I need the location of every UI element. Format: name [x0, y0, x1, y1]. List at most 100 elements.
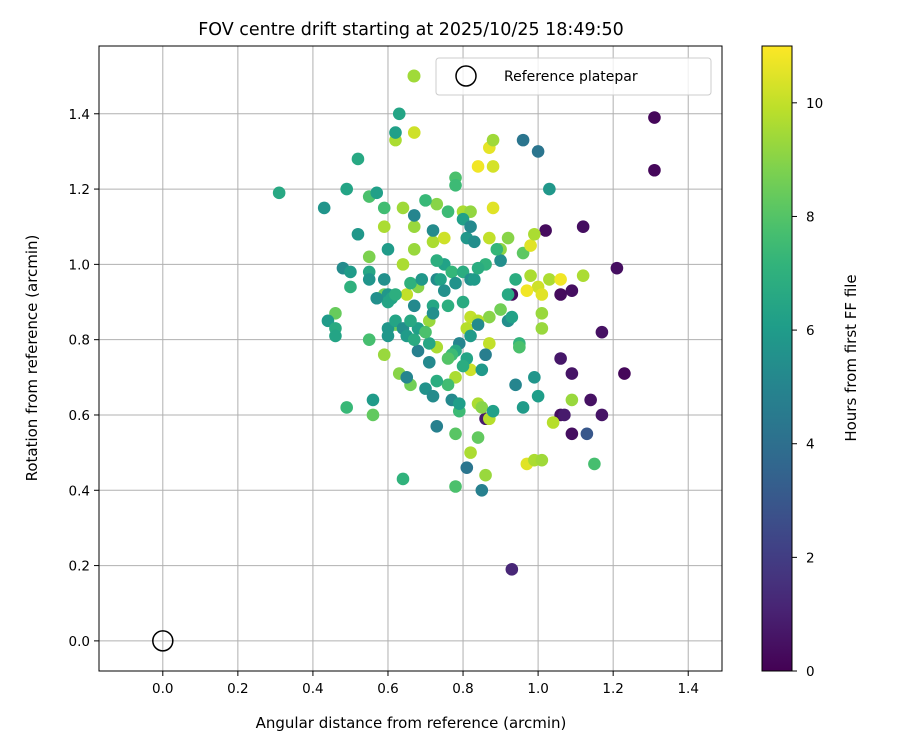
data-point	[329, 329, 342, 343]
y-axis-ticks: 0.0 0.2 0.4 0.6 0.8 1.0 1.2 1.4	[69, 107, 99, 650]
data-point	[445, 265, 459, 279]
y-tick-label: 0.2	[69, 559, 90, 575]
y-axis-label: Rotation from reference (arcmin)	[23, 235, 41, 482]
data-point	[377, 348, 391, 362]
data-point	[554, 352, 567, 365]
data-point	[531, 389, 545, 403]
data-point	[464, 220, 477, 234]
data-point	[475, 401, 489, 414]
x-axis-ticks: 0.0 0.2 0.4 0.6 0.8 1.0 1.2 1.4	[152, 671, 699, 697]
data-point	[366, 408, 380, 422]
colorbar: 0 2 4 6 8 10 Hours from first FF file	[761, 45, 860, 680]
data-point	[449, 480, 462, 493]
data-point	[535, 307, 549, 320]
chart-title: FOV centre drift starting at 2025/10/25 …	[198, 20, 624, 40]
data-point	[494, 303, 507, 316]
data-point	[576, 269, 590, 282]
y-tick-label: 1.0	[69, 257, 90, 273]
data-point	[396, 472, 410, 486]
data-point	[441, 378, 455, 392]
data-point	[595, 325, 609, 339]
data-point	[362, 250, 376, 264]
colorbar-tick-label: 10	[806, 96, 823, 112]
data-point	[344, 265, 357, 279]
data-point	[565, 393, 579, 407]
data-point	[580, 427, 594, 441]
data-point	[535, 322, 549, 335]
y-tick-label: 1.4	[69, 107, 90, 123]
y-tick-label: 0.4	[69, 483, 90, 499]
colorbar-label: Hours from first FF file	[842, 274, 860, 441]
data-point	[351, 227, 365, 241]
reference-marker	[152, 630, 174, 652]
data-point	[584, 393, 597, 407]
data-point	[535, 453, 549, 467]
data-point	[404, 314, 417, 328]
data-point	[456, 359, 470, 373]
x-tick-label: 1.2	[602, 681, 623, 697]
data-point	[471, 318, 485, 331]
data-point	[610, 261, 624, 275]
data-point	[539, 224, 552, 237]
data-point	[554, 273, 567, 286]
data-point	[494, 254, 507, 267]
data-point	[426, 224, 440, 237]
x-tick-label: 1.0	[527, 681, 548, 697]
data-point	[441, 299, 455, 313]
legend-filled-marker	[407, 69, 421, 83]
data-point	[340, 182, 353, 196]
data-point	[430, 374, 444, 388]
data-point	[400, 371, 414, 384]
data-point	[490, 243, 504, 256]
x-tick-label: 1.4	[677, 681, 698, 697]
data-point	[407, 126, 421, 139]
data-point	[426, 235, 440, 249]
data-points	[272, 107, 661, 576]
data-point	[464, 446, 477, 459]
data-point	[468, 273, 481, 286]
data-point	[362, 273, 376, 286]
legend-label-reference: Reference platepar	[504, 69, 638, 85]
data-point	[407, 209, 421, 222]
x-tick-label: 0.2	[227, 681, 248, 697]
data-point	[407, 299, 421, 313]
data-point	[377, 273, 391, 286]
data-point	[475, 483, 489, 497]
data-point	[317, 201, 331, 215]
reference-point	[152, 630, 174, 652]
data-point	[524, 269, 537, 282]
data-point	[422, 337, 436, 350]
data-point	[422, 355, 436, 369]
data-point	[419, 194, 432, 207]
data-point	[483, 337, 496, 350]
data-point	[456, 295, 470, 309]
data-point	[648, 111, 661, 124]
data-point	[524, 239, 537, 252]
data-point	[430, 254, 444, 267]
colorbar-tick-label: 2	[806, 550, 815, 566]
data-point	[475, 363, 489, 377]
data-point	[377, 220, 391, 234]
data-point	[366, 393, 380, 407]
data-point	[554, 288, 567, 301]
data-point	[452, 397, 466, 410]
data-point	[370, 291, 384, 305]
data-point	[471, 431, 485, 444]
x-tick-label: 0.0	[152, 681, 173, 697]
data-point	[648, 163, 661, 177]
y-tick-label: 0.8	[69, 333, 90, 349]
y-tick-label: 0.6	[69, 408, 90, 424]
data-point	[588, 457, 601, 471]
data-point	[437, 284, 451, 298]
data-point	[528, 371, 541, 384]
data-point	[404, 276, 417, 290]
data-point	[389, 126, 402, 139]
data-point	[479, 468, 492, 482]
data-point	[618, 367, 631, 380]
legend-reference-marker	[455, 65, 477, 87]
data-point	[471, 160, 485, 173]
legend-box	[435, 57, 712, 96]
data-point	[441, 352, 455, 365]
x-tick-label: 0.8	[452, 681, 473, 697]
